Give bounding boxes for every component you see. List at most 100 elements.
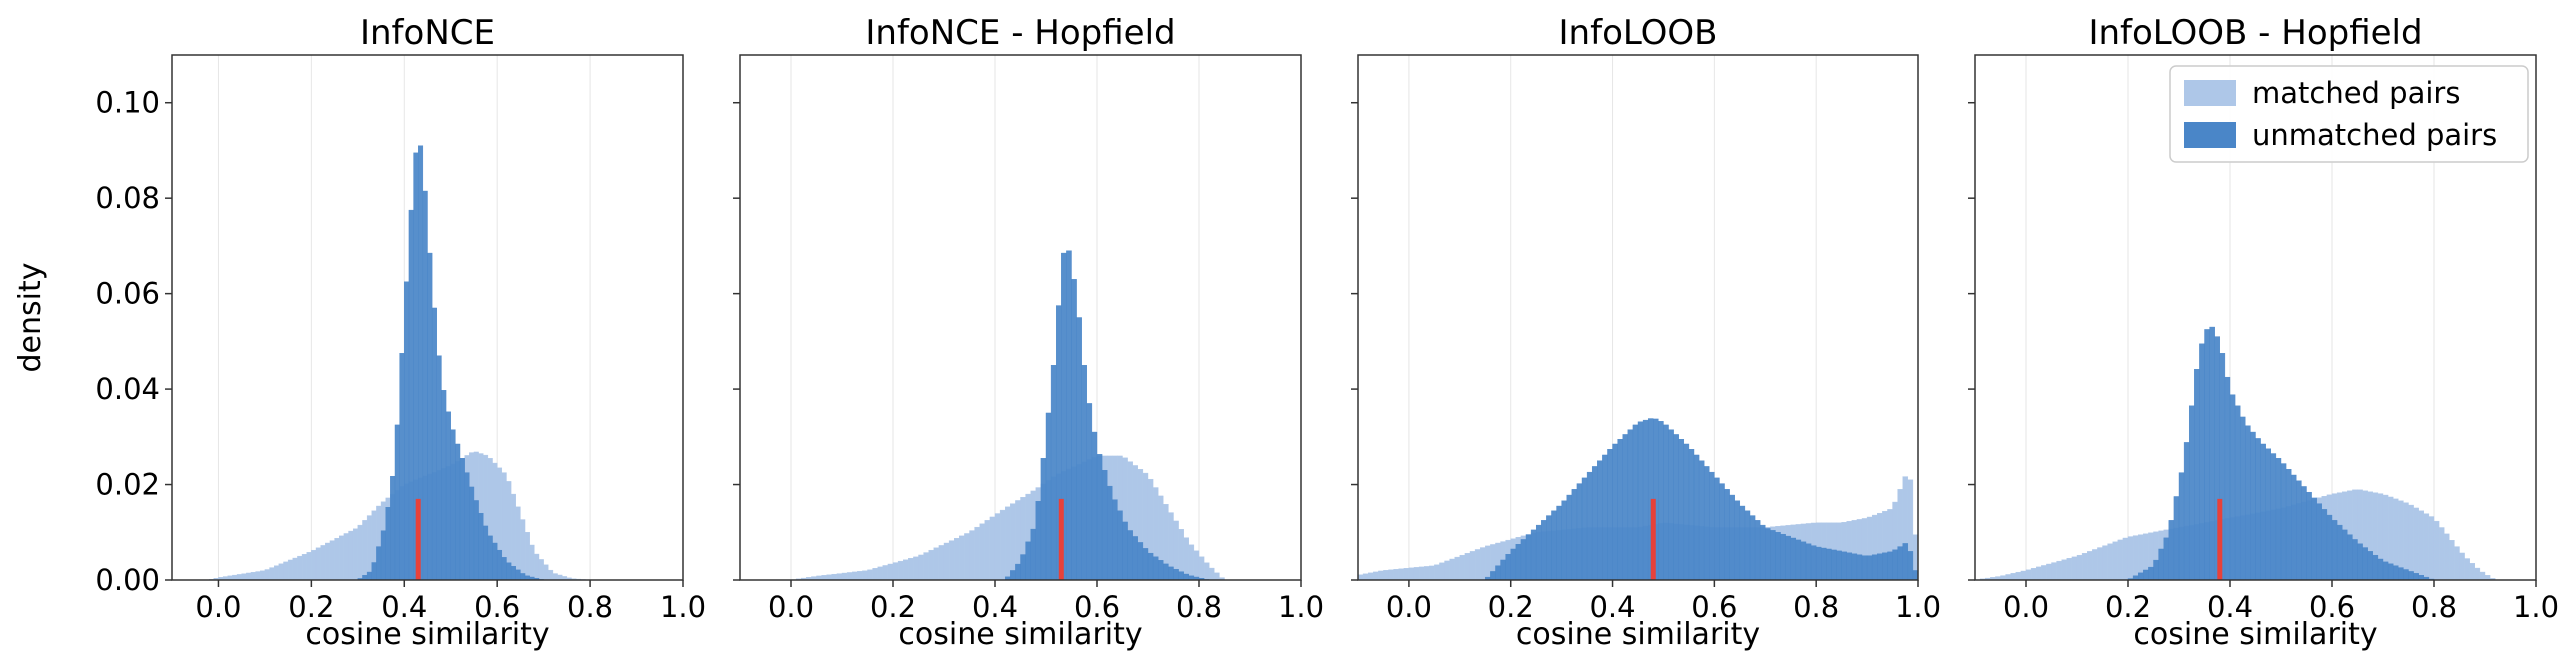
histogram-bar: [2443, 533, 2450, 581]
x-tick-label: 0.8: [1793, 590, 1839, 624]
legend-swatch: [2184, 80, 2236, 106]
histogram-bar: [2362, 547, 2368, 581]
histogram-bar: [552, 573, 558, 581]
histogram-bar: [2041, 565, 2047, 581]
histogram-bar: [2408, 504, 2414, 581]
histogram-bar: [394, 424, 400, 581]
histogram-bar: [2092, 549, 2098, 581]
histogram-bar: [1632, 424, 1639, 581]
x-tick-label: 1.0: [2513, 590, 2559, 624]
histogram-bar: [2102, 545, 2108, 581]
histogram-bar: [2260, 443, 2266, 581]
histogram-bar: [250, 572, 256, 581]
histogram-bar: [1010, 503, 1016, 581]
histogram-bar: [1188, 544, 1195, 581]
histogram-bar: [2331, 520, 2338, 581]
histogram-bar: [1495, 565, 1501, 581]
histogram-bar: [1759, 524, 1766, 581]
histogram-bar: [1714, 477, 1720, 581]
histogram-bar: [1724, 489, 1730, 581]
histogram-bar: [1897, 546, 1903, 581]
axes-frame: [1357, 54, 1919, 581]
histogram-bar: [445, 411, 451, 581]
histogram-bar: [918, 554, 924, 581]
histogram-bar: [857, 571, 863, 581]
histogram-bar: [1800, 541, 1807, 581]
histogram-bar: [2357, 543, 2363, 581]
histogram-bar: [2285, 469, 2292, 581]
histogram-bar: [1010, 570, 1016, 581]
histogram-bar: [923, 552, 929, 581]
x-tick-label: 0.2: [870, 590, 916, 624]
histogram-bar: [1627, 429, 1634, 581]
histogram-bar: [1388, 569, 1394, 581]
histogram-bar: [1530, 529, 1537, 581]
histogram-bar: [1198, 556, 1205, 581]
histogram-bar: [1106, 485, 1113, 581]
histogram-bar: [2178, 472, 2185, 581]
histogram-bar: [2137, 572, 2144, 581]
histogram-bar: [943, 542, 950, 581]
histogram-bar: [431, 307, 437, 581]
histogram-bar: [371, 562, 377, 581]
histogram-bar: [297, 555, 303, 581]
x-axis-label: cosine similarity: [305, 617, 549, 652]
histogram-bar: [1362, 573, 1369, 581]
histogram-bar: [1541, 520, 1547, 581]
histogram-bar: [1500, 559, 1506, 581]
histogram-bar: [887, 563, 894, 581]
histogram-bar: [2081, 553, 2088, 581]
histogram-bar: [1851, 553, 1858, 581]
histogram-bar: [427, 252, 433, 581]
histogram-bar: [1403, 568, 1410, 581]
histogram-bar: [1836, 550, 1842, 581]
histogram-bar: [1591, 466, 1598, 581]
histogram-bar: [1622, 434, 1629, 581]
histogram-bar: [1132, 536, 1138, 581]
histogram-bar: [357, 524, 363, 581]
histogram-bar: [1015, 563, 1021, 581]
histogram-bar: [1490, 571, 1496, 581]
histogram-bar: [979, 523, 986, 581]
histogram-bar: [1183, 537, 1189, 581]
histogram-bar: [548, 569, 554, 581]
histogram-bar: [287, 559, 293, 581]
histogram-bar: [872, 568, 878, 581]
histogram-bar: [1546, 515, 1552, 581]
histogram-bar: [2352, 539, 2358, 581]
histogram-bar: [2296, 480, 2302, 581]
histogram-bar: [1668, 429, 1674, 581]
histogram-bar: [2051, 562, 2057, 581]
x-tick-label: 0.0: [2003, 590, 2049, 624]
histogram-bar: [2015, 571, 2022, 581]
series-unmatched-pairs: [357, 145, 544, 581]
histogram-bar: [1535, 524, 1542, 581]
histogram-bar: [1505, 554, 1511, 581]
histogram-bar: [2086, 551, 2093, 581]
x-tick-label: 0.4: [972, 590, 1018, 624]
panel-1: 0.0 0.2 0.4 0.6 0.8 1.0 0.00 0.02 0.04 0.06 0.08 0.…: [13, 13, 706, 652]
histogram-bar: [1561, 500, 1567, 581]
histogram-bar: [557, 574, 563, 581]
histogram-bar: [2367, 551, 2373, 581]
histogram-bar: [2392, 565, 2399, 581]
histogram-bar: [1479, 547, 1486, 581]
histogram-bar: [1729, 494, 1735, 581]
histogram-bar: [1378, 570, 1384, 581]
histogram-bar: [1617, 439, 1623, 581]
histogram-bar: [1795, 539, 1802, 581]
histogram-bar: [2326, 514, 2333, 581]
histogram-bar: [2234, 405, 2241, 581]
histogram-bar: [1147, 552, 1154, 581]
histogram-bar: [2428, 516, 2435, 581]
histogram-bar: [315, 547, 321, 581]
histogram-bar: [2245, 425, 2251, 581]
histogram-bar: [2449, 540, 2455, 581]
histogram-bar: [2301, 486, 2307, 581]
histogram-bar: [897, 560, 904, 581]
histogram-bar: [2321, 509, 2328, 581]
histogram-bar: [1871, 554, 1878, 581]
x-tick-label: 0.6: [1691, 590, 1737, 624]
histogram-bar: [292, 557, 298, 581]
histogram-bar: [408, 209, 414, 581]
